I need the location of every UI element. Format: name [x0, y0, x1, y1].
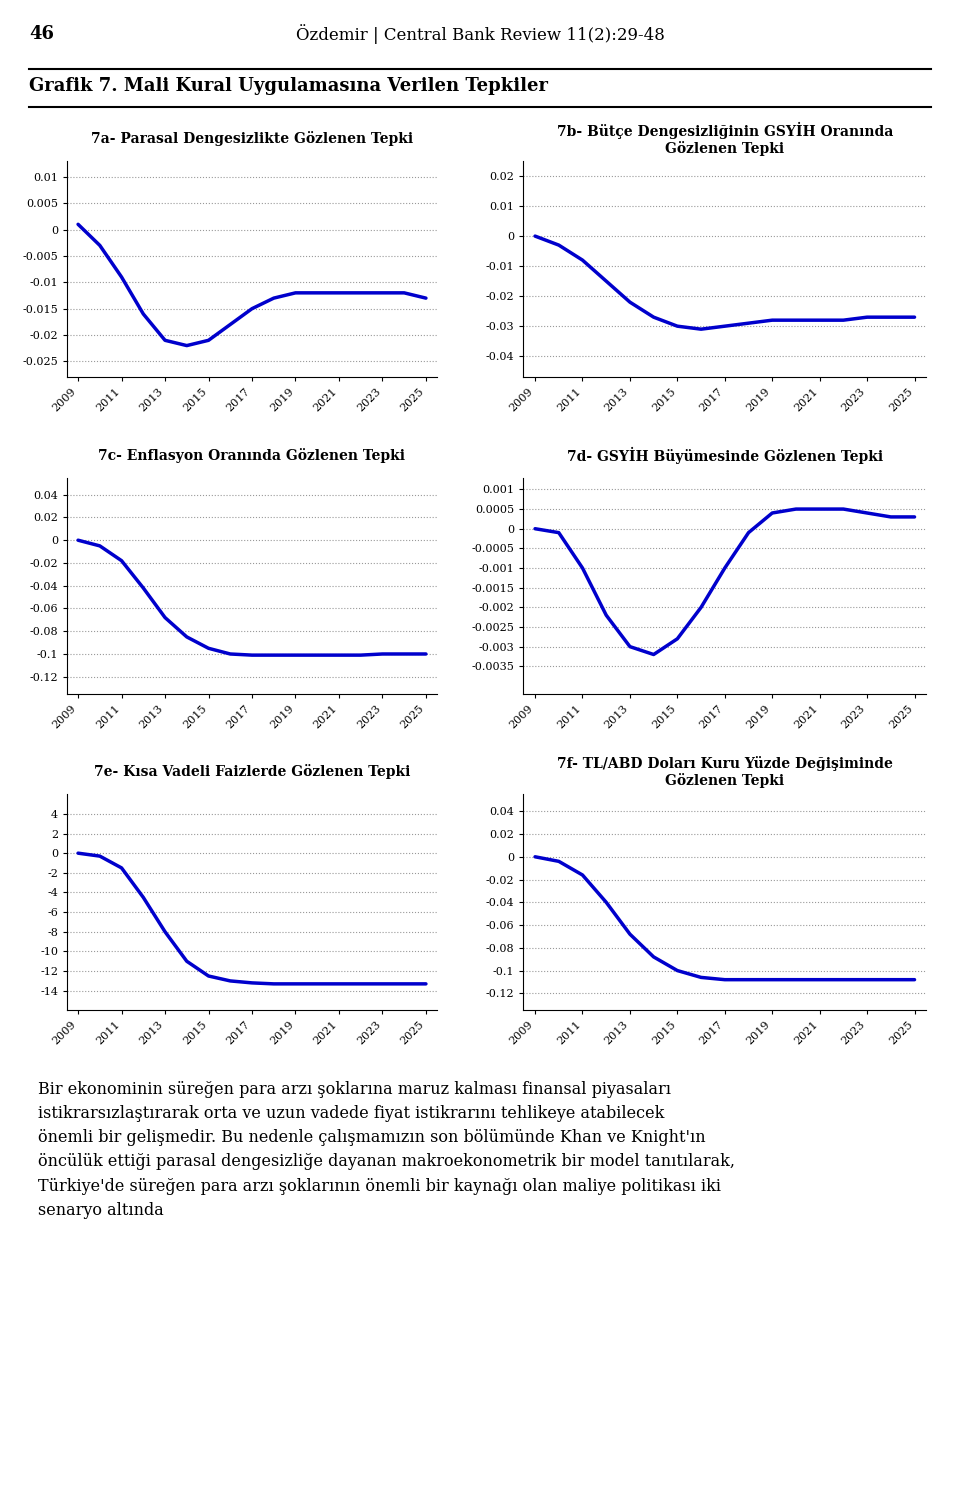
Text: Bir ekonominin süreğen para arzı şoklarına maruz kalması finansal piyasaları
ist: Bir ekonominin süreğen para arzı şokları…	[38, 1081, 735, 1218]
Text: 7d- GSYİH Büyümesinde Gözlenen Tepki: 7d- GSYİH Büyümesinde Gözlenen Tepki	[566, 447, 883, 464]
Text: 46: 46	[29, 25, 54, 43]
Text: 7c- Enflasyon Oranında Gözlenen Tepki: 7c- Enflasyon Oranında Gözlenen Tepki	[99, 447, 405, 462]
Text: Özdemir | Central Bank Review 11(2):29-48: Özdemir | Central Bank Review 11(2):29-4…	[296, 24, 664, 45]
Text: 7a- Parasal Dengesizlikte Gözlenen Tepki: 7a- Parasal Dengesizlikte Gözlenen Tepki	[91, 131, 413, 146]
Text: 7b- Bütçe Dengesizliğinin GSYİH Oranında
Gözlenen Tepki: 7b- Bütçe Dengesizliğinin GSYİH Oranında…	[557, 121, 893, 157]
Text: Grafik 7. Mali Kural Uygulamasına Verilen Tepkiler: Grafik 7. Mali Kural Uygulamasına Verile…	[29, 78, 548, 95]
Text: 7f- TL/ABD Doları Kuru Yüzde Değişiminde
Gözlenen Tepki: 7f- TL/ABD Doları Kuru Yüzde Değişiminde…	[557, 756, 893, 789]
Text: 7e- Kısa Vadeli Faizlerde Gözlenen Tepki: 7e- Kısa Vadeli Faizlerde Gözlenen Tepki	[94, 765, 410, 780]
